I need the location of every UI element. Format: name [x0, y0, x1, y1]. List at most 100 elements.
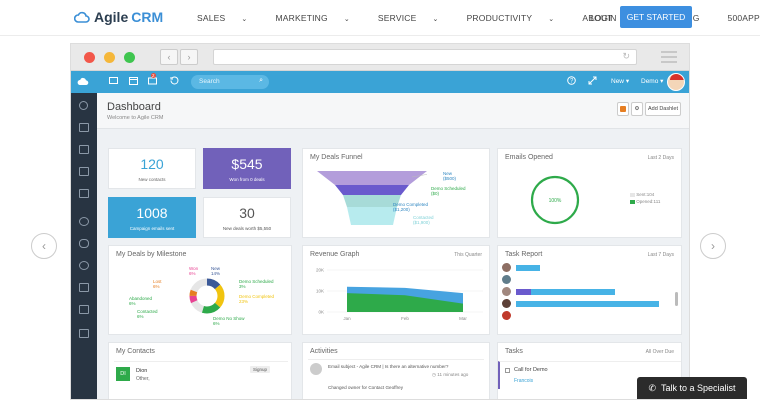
- task-item[interactable]: Call for Demo Francois: [498, 361, 681, 389]
- add-dashlet-button[interactable]: Add Dashlet: [645, 102, 681, 116]
- search-icon[interactable]: ⌕: [259, 77, 263, 84]
- browser-forward-button[interactable]: ›: [180, 49, 198, 65]
- card-title: My Contacts: [116, 348, 155, 355]
- talk-label: Talk to a Specialist: [661, 383, 736, 393]
- task-checkbox[interactable]: [505, 368, 510, 373]
- legend-swatch: [630, 199, 635, 204]
- sidebar-forms-icon[interactable]: [79, 283, 89, 292]
- card-title: Activities: [310, 348, 338, 355]
- expand-icon[interactable]: [588, 76, 597, 85]
- nav-link-productivity[interactable]: PRODUCTIVITY ⌄: [467, 13, 569, 23]
- contact-avatar: DI: [116, 367, 130, 381]
- search-input[interactable]: Search ⌕: [191, 75, 269, 89]
- calendar-icon[interactable]: [129, 76, 138, 85]
- sidebar-web-icon[interactable]: [79, 261, 89, 270]
- milestone-pct: 6%: [189, 271, 196, 276]
- milestone-slice-new[interactable]: [189, 278, 225, 314]
- settings-button[interactable]: ⚙: [631, 102, 643, 116]
- cloud-home-icon[interactable]: [77, 77, 89, 86]
- task-done-bar[interactable]: [516, 289, 531, 295]
- task-done-bar[interactable]: [516, 265, 540, 271]
- logo-brand: Agile: [94, 9, 129, 25]
- sidebar-analytics-icon[interactable]: [79, 329, 89, 338]
- funnel-label-name: Demo Scheduled: [431, 186, 466, 191]
- task-report-row[interactable]: [502, 275, 672, 285]
- stat-label: New deals worth $5,550: [222, 225, 272, 231]
- agile-crm-logo[interactable]: Agile CRM: [74, 9, 163, 25]
- id-card-icon[interactable]: [109, 76, 118, 85]
- task-total-bar[interactable]: [516, 301, 659, 307]
- card-title: My Deals Funnel: [310, 154, 363, 161]
- stat-value: $545: [231, 155, 263, 172]
- address-bar[interactable]: ↻: [213, 49, 637, 65]
- milestone-name: Lost: [153, 279, 162, 284]
- browser-back-button[interactable]: ‹: [160, 49, 178, 65]
- carousel-next-button[interactable]: ›: [700, 233, 726, 259]
- page-subtitle: Welcome to Agile CRM: [107, 115, 164, 121]
- history-icon[interactable]: [170, 76, 179, 85]
- funnel-stage-demo-scheduled[interactable]: [335, 185, 409, 195]
- sidebar-org-icon[interactable]: [79, 217, 89, 226]
- stat-campaign-emails[interactable]: 1008 Campaign emails sent: [108, 197, 196, 238]
- contact-row[interactable]: DI Dion Other, Signup: [114, 361, 288, 382]
- milestone-slice-demo-completed[interactable]: [189, 278, 225, 314]
- stat-new-deals[interactable]: 30 New deals worth $5,550: [203, 197, 291, 238]
- activities-card: Activities Email subject - Agile CRM | I…: [302, 342, 490, 399]
- task-user-avatar: [502, 311, 511, 320]
- user-avatar[interactable]: [667, 73, 685, 91]
- browser-menu-icon[interactable]: [661, 51, 677, 66]
- task-user-avatar: [502, 299, 511, 308]
- dashboard-header: Dashboard Welcome to Agile CRM ⚙ Add Das…: [97, 93, 689, 129]
- sidebar-reports-icon[interactable]: [79, 305, 89, 314]
- milestone-slice-demo-scheduled[interactable]: [189, 278, 225, 314]
- nav-link-service[interactable]: SERVICE ⌄: [378, 13, 453, 23]
- login-link[interactable]: LOGIN: [590, 13, 617, 23]
- milestone-slice-won[interactable]: [189, 278, 225, 314]
- help-icon[interactable]: ?: [567, 76, 576, 85]
- milestone-name: Abandoned: [129, 296, 153, 301]
- milestone-label: Won 6%: [189, 266, 198, 276]
- task-report-row[interactable]: [502, 299, 672, 309]
- stat-new-contacts[interactable]: 120 New contacts: [108, 148, 196, 189]
- nav-link-sales[interactable]: SALES ⌄: [197, 13, 261, 23]
- carousel-prev-button[interactable]: ‹: [31, 233, 57, 259]
- legend-label: Opened:111: [636, 199, 661, 204]
- deals-funnel-card: My Deals Funnel New ($500) Demo Scheduled…: [302, 148, 490, 238]
- funnel-label-value: ($1,200): [393, 207, 410, 212]
- nav-link-500apps[interactable]: 500APPS⌄: [728, 13, 760, 23]
- stat-won-deals[interactable]: $545 Won from 0 deals: [203, 148, 291, 189]
- sidebar-deals-icon[interactable]: [79, 145, 89, 154]
- new-menu[interactable]: New ▾: [611, 78, 630, 85]
- nav-link-marketing[interactable]: MARKETING ⌄: [275, 13, 363, 23]
- funnel-stage-contacted[interactable]: [347, 207, 397, 225]
- user-menu[interactable]: Demo ▾: [641, 78, 664, 85]
- sidebar-cases-icon[interactable]: [79, 167, 89, 176]
- contact-tag[interactable]: Signup: [250, 366, 271, 373]
- funnel-stage-demo-completed[interactable]: [343, 195, 401, 207]
- sidebar-chat-icon[interactable]: [79, 239, 89, 248]
- task-report-row[interactable]: [502, 263, 672, 273]
- task-total-bar[interactable]: [516, 289, 615, 295]
- funnel-stage-new[interactable]: [317, 171, 427, 185]
- get-started-button[interactable]: GET STARTED: [620, 6, 692, 28]
- activity-item[interactable]: Email subject - Agile CRM | Is there an …: [308, 359, 484, 383]
- task-report-row[interactable]: [502, 311, 672, 321]
- sidebar-documents-icon[interactable]: [79, 189, 89, 198]
- task-report-scrollbar[interactable]: [675, 292, 678, 306]
- task-report-row[interactable]: [502, 287, 672, 297]
- task-assignee[interactable]: Francois: [514, 378, 534, 384]
- reload-icon[interactable]: ↻: [622, 51, 630, 61]
- task-title[interactable]: Call for Demo: [514, 367, 548, 373]
- revenue-series-area-1[interactable]: [347, 293, 463, 312]
- contact-name[interactable]: Dion: [136, 368, 148, 374]
- sidebar-companies-icon[interactable]: [79, 123, 89, 132]
- notifications-icon[interactable]: [148, 76, 157, 85]
- legend-opened: Opened:111: [630, 199, 660, 204]
- tasks-filter[interactable]: All Over Due: [645, 349, 674, 355]
- card-period: Last 2 Days: [647, 155, 674, 161]
- x-tick-label: Jan: [343, 316, 351, 321]
- page-title: Dashboard: [107, 101, 161, 113]
- theme-button[interactable]: [617, 102, 629, 116]
- talk-to-specialist-button[interactable]: ✆ Talk to a Specialist: [637, 377, 747, 399]
- sidebar-contacts-icon[interactable]: [79, 101, 88, 110]
